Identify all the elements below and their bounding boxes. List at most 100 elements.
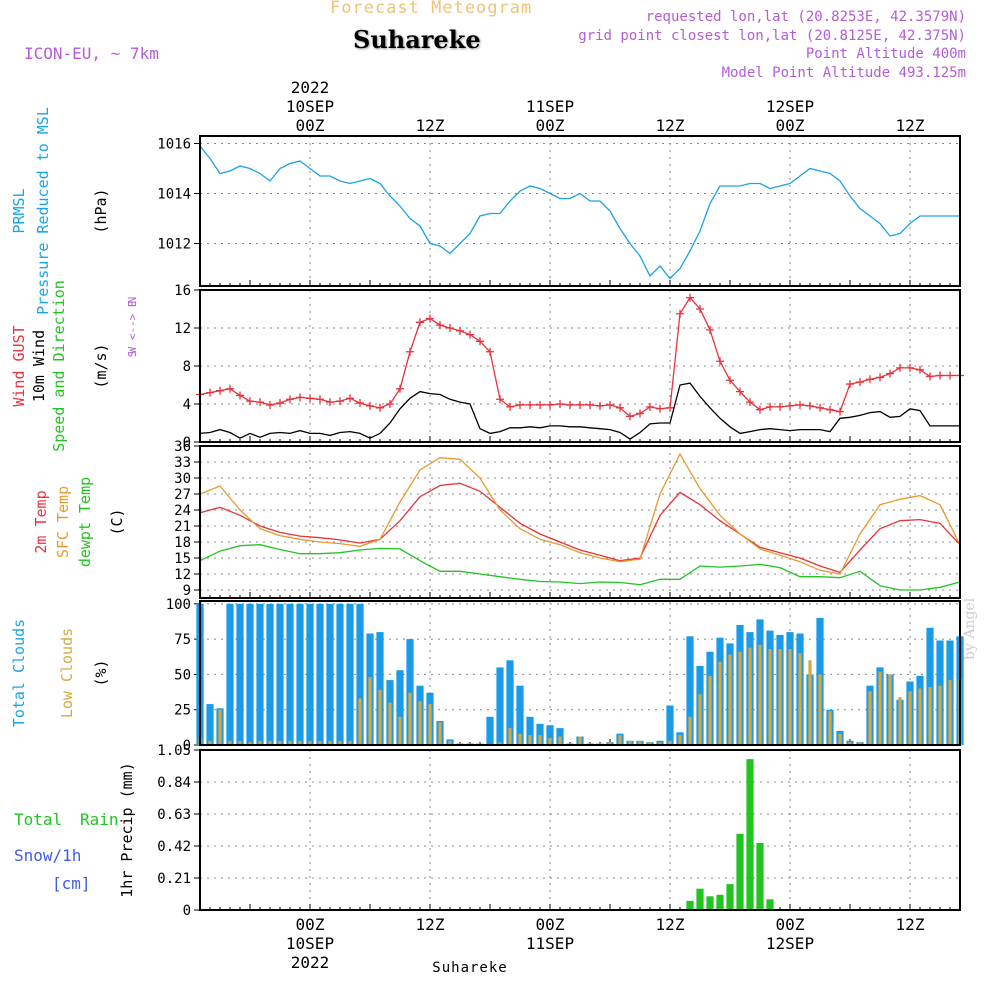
y-tick-label: 9 xyxy=(183,583,191,599)
bar-inner-low-clouds xyxy=(408,692,412,745)
bar-total-clouds xyxy=(516,685,524,745)
bar-inner-low-clouds xyxy=(308,740,312,745)
gust-marker xyxy=(286,395,294,404)
gust-marker xyxy=(716,357,724,366)
bar-inner-low-clouds xyxy=(298,740,302,745)
gust-marker xyxy=(386,400,394,408)
compass-south: S xyxy=(126,351,139,358)
gust-marker xyxy=(306,394,314,403)
bar-inner-low-clouds xyxy=(878,671,882,745)
gust-marker xyxy=(366,401,374,410)
bar-inner-low-clouds xyxy=(638,740,642,745)
gust-marker xyxy=(336,397,344,406)
panel-label: Wind GUST xyxy=(10,325,28,406)
time-label-bottom: 00Z xyxy=(776,915,805,934)
bar-total-clouds xyxy=(276,603,284,745)
compass-axis: W <--> E xyxy=(126,301,139,354)
gust-marker xyxy=(206,388,214,397)
y-tick-label: 0 xyxy=(183,903,191,919)
time-label-bottom: 00Z xyxy=(296,915,325,934)
y-tick-label: 0.42 xyxy=(157,839,191,855)
gust-marker xyxy=(346,394,354,403)
bar-inner-low-clouds xyxy=(848,742,852,745)
panel-frame xyxy=(199,135,961,287)
chart-title: Forecast Meteogram xyxy=(330,0,533,18)
gust-marker xyxy=(376,403,384,412)
gust-marker xyxy=(586,400,594,409)
bar-inner-low-clouds xyxy=(448,740,452,745)
bar-total-clouds xyxy=(496,667,504,745)
gust-marker xyxy=(926,372,934,381)
model-label: ICON-EU, ~ 7km xyxy=(24,44,159,63)
panel-4: 0 25 50 75 100 Total Clouds Low Clouds (%) xyxy=(10,597,964,754)
gust-marker xyxy=(656,404,664,413)
time-label-top: 12SEP xyxy=(766,97,814,116)
legend-snow: Snow/1h xyxy=(14,846,81,865)
gust-marker xyxy=(466,330,474,339)
y-tick-label: 1014 xyxy=(157,187,191,203)
bar-inner-low-clouds xyxy=(288,740,292,745)
gust-marker xyxy=(736,387,744,396)
time-label-bottom: 12SEP xyxy=(766,934,814,953)
panel-5: 0 0.21 0.42 0.63 0.84 1.05 Total Rain Snow/1h [cm… xyxy=(14,743,961,919)
bar-inner-low-clouds xyxy=(788,649,792,745)
bar-inner-low-clouds xyxy=(528,735,532,745)
bar-total-clouds xyxy=(326,603,334,745)
bar-inner-low-clouds xyxy=(348,740,352,745)
gust-marker xyxy=(496,395,504,404)
bar-inner-low-clouds xyxy=(228,740,232,745)
bar-total-clouds xyxy=(306,603,314,745)
time-label-bottom: 12Z xyxy=(896,915,925,934)
series-dewpt-temp xyxy=(199,544,961,591)
bar-total-clouds xyxy=(536,723,544,745)
bar-inner-low-clouds xyxy=(758,644,762,745)
gust-marker xyxy=(606,400,614,409)
bar-inner-low-clouds xyxy=(658,742,662,745)
bar-inner-low-clouds xyxy=(928,687,932,745)
gust-marker xyxy=(246,397,254,406)
panel-label: Pressure Reduced to MSL xyxy=(34,107,52,315)
bar-inner-low-clouds xyxy=(378,689,382,745)
bar-total-rain xyxy=(726,884,734,910)
panel-unit: (C) xyxy=(108,508,126,535)
gust-marker xyxy=(276,399,284,408)
gust-marker xyxy=(836,407,844,416)
bar-total-clouds xyxy=(666,705,674,745)
gust-marker xyxy=(846,380,854,389)
gust-marker xyxy=(686,293,694,302)
bar-total-rain xyxy=(706,896,714,910)
gust-marker xyxy=(226,384,234,393)
bar-inner-low-clouds xyxy=(938,685,942,745)
panel-label: Speed and Direction xyxy=(50,280,68,452)
bar-total-clouds xyxy=(256,603,264,745)
gust-marker xyxy=(676,309,684,318)
gust-marker xyxy=(456,326,464,335)
bar-inner-low-clouds xyxy=(818,674,822,745)
gust-marker xyxy=(296,393,304,402)
gust-marker xyxy=(816,403,824,412)
bar-inner-low-clouds xyxy=(628,740,632,745)
bar-total-clouds xyxy=(406,639,414,745)
time-label-bottom: 10SEP xyxy=(286,934,334,953)
gust-marker xyxy=(436,321,444,330)
panel-frame xyxy=(199,289,961,443)
panel-unit: 1hr Precip (mm) xyxy=(118,762,136,897)
gust-marker xyxy=(856,378,864,387)
bar-inner-low-clouds xyxy=(618,735,622,745)
panel-frame xyxy=(199,600,961,746)
gust-marker xyxy=(826,405,834,414)
time-label-bottom: 12Z xyxy=(656,915,685,934)
time-label-top: 2022 xyxy=(291,78,330,97)
legend-total: Total xyxy=(14,810,62,829)
y-tick-label: 27 xyxy=(174,487,191,503)
bar-inner-low-clouds xyxy=(828,711,832,745)
gust-marker xyxy=(526,400,534,409)
gust-marker xyxy=(476,337,484,346)
bar-inner-low-clouds xyxy=(838,733,842,745)
y-tick-label: 15 xyxy=(174,551,191,567)
time-label-top: 12Z xyxy=(656,116,685,135)
gust-marker xyxy=(886,369,894,378)
model-altitude: Model Point Altitude 493.125m xyxy=(721,65,966,81)
compass-rose: NW <--> ES xyxy=(126,297,139,358)
